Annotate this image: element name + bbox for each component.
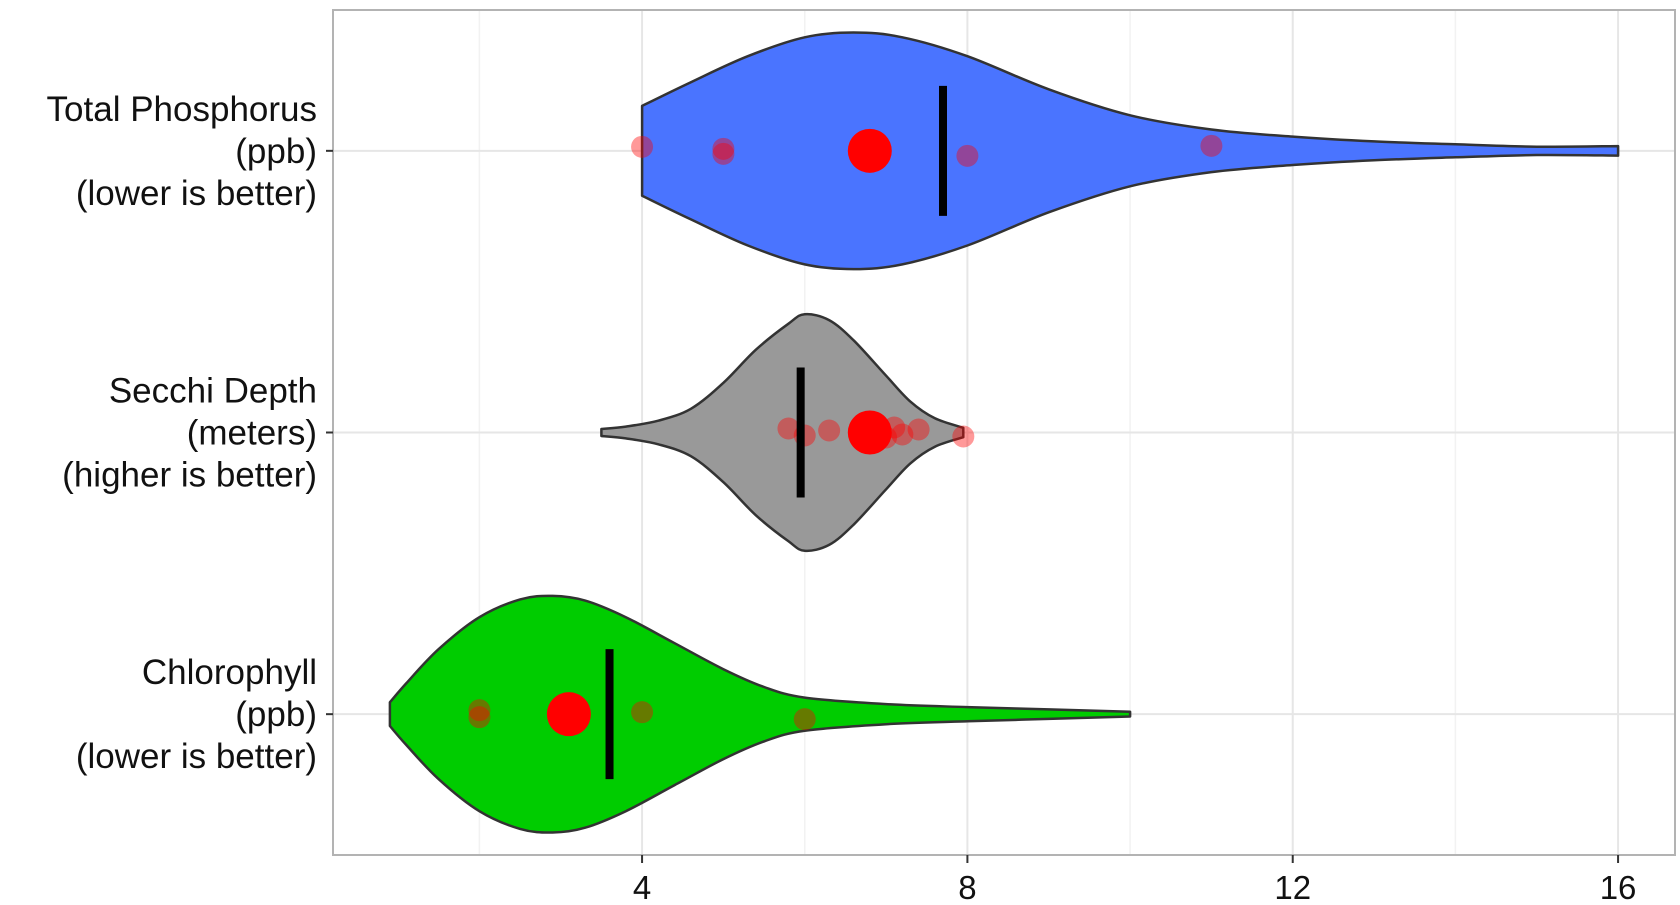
- observation-point: [712, 137, 735, 160]
- violin-chlorophyll: [388, 594, 1132, 834]
- violin-secchi: [600, 312, 975, 553]
- y-label-phosphorus-line-2: (ppb): [235, 132, 317, 171]
- observation-point: [793, 708, 816, 731]
- observation-point: [891, 423, 914, 446]
- violin-body-phosphorus: [640, 31, 1620, 271]
- observation-point: [631, 135, 654, 158]
- observation-point: [818, 419, 841, 442]
- x-tick-label-12: 12: [1274, 869, 1311, 905]
- x-axis: 4 8 12 16: [633, 855, 1637, 905]
- x-tick-label-4: 4: [633, 869, 651, 905]
- highlight-point-secchi: [847, 410, 892, 455]
- observation-point: [468, 699, 491, 722]
- observation-point: [956, 144, 979, 167]
- observation-point: [468, 706, 491, 729]
- violin-phosphorus: [631, 31, 1620, 271]
- violin-body-secchi: [600, 312, 965, 553]
- y-label-phosphorus-line-3: (lower is better): [76, 174, 317, 213]
- y-label-chlorophyll-line-3: (lower is better): [76, 737, 317, 776]
- y-label-secchi-line-2: (meters): [187, 414, 317, 453]
- observation-point: [952, 425, 975, 448]
- y-label-phosphorus-line-1: Total Phosphorus: [47, 90, 317, 129]
- highlight-point-chlorophyll: [546, 692, 591, 737]
- observation-point: [631, 701, 654, 724]
- observation-point: [1200, 134, 1223, 157]
- observation-point: [712, 142, 735, 165]
- y-label-secchi-line-1: Secchi Depth: [109, 372, 317, 411]
- observation-point: [907, 418, 930, 441]
- observation-point: [777, 417, 800, 440]
- x-tick-label-16: 16: [1600, 869, 1637, 905]
- violins: [388, 31, 1620, 834]
- x-tick-label-8: 8: [958, 869, 976, 905]
- y-label-chlorophyll-line-2: (ppb): [235, 695, 317, 734]
- y-label-chlorophyll-line-1: Chlorophyll: [142, 653, 317, 692]
- y-label-secchi-line-3: (higher is better): [62, 456, 317, 495]
- violin-body-chlorophyll: [388, 594, 1132, 834]
- highlight-point-phosphorus: [847, 128, 892, 173]
- y-axis-labels: Total Phosphorus(ppb)(lower is better)Se…: [47, 90, 333, 776]
